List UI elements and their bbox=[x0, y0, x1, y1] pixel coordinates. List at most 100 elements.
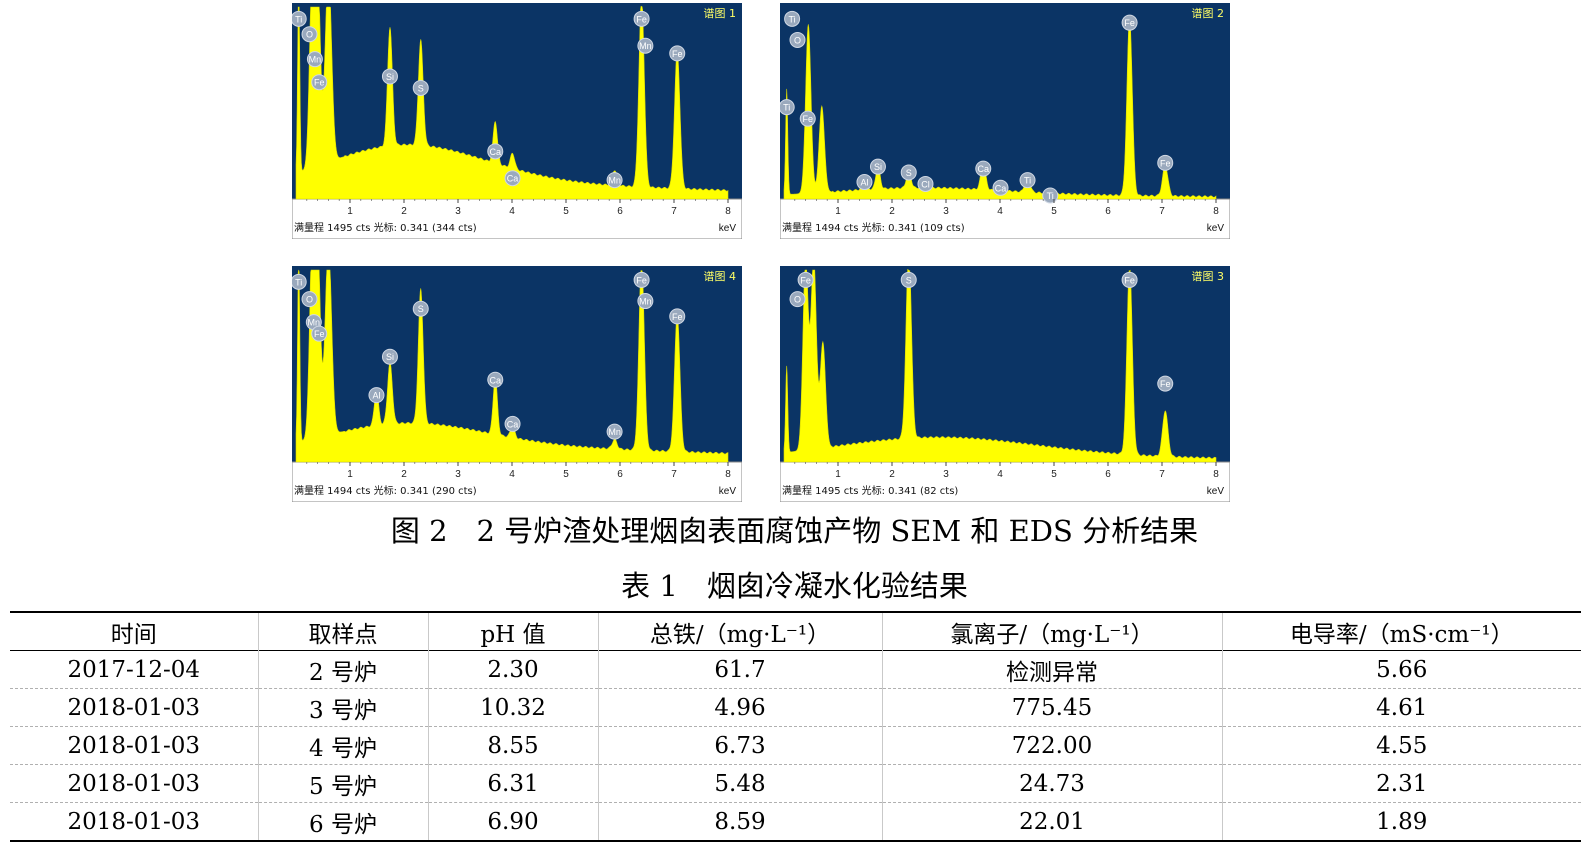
element-symbol: Fe bbox=[1160, 158, 1171, 168]
x-tick-label: 2 bbox=[401, 469, 407, 480]
element-marker bbox=[784, 10, 801, 27]
element-marker bbox=[633, 271, 650, 288]
element-marker bbox=[381, 68, 398, 85]
cell-total-iron: 8.59 bbox=[597, 802, 882, 841]
element-symbol: Ti bbox=[295, 277, 302, 287]
axis-area bbox=[292, 198, 742, 239]
element-label: Fe bbox=[1157, 154, 1174, 171]
element-label: Si bbox=[381, 348, 398, 365]
element-symbol: Mn bbox=[639, 297, 652, 307]
element-marker bbox=[900, 271, 917, 288]
cell-chloride: 775.45 bbox=[881, 688, 1222, 727]
element-label: Mn bbox=[637, 37, 654, 54]
element-label: S bbox=[900, 164, 917, 181]
element-marker bbox=[637, 37, 654, 54]
element-marker bbox=[992, 179, 1009, 196]
x-tick-label: 4 bbox=[997, 206, 1003, 217]
x-axis-label: keV bbox=[1207, 486, 1225, 497]
element-symbol: Fe bbox=[1124, 275, 1135, 285]
spectrum-title: 谱图 4 bbox=[704, 269, 737, 283]
element-label: Ti bbox=[292, 10, 307, 27]
element-marker bbox=[412, 300, 429, 317]
x-tick-label: 1 bbox=[835, 469, 841, 480]
element-marker bbox=[633, 10, 650, 27]
element-symbol: Ti bbox=[783, 103, 790, 113]
spectrum-title: 谱图 3 bbox=[1192, 269, 1225, 283]
x-tick-label: 8 bbox=[1213, 469, 1219, 480]
element-marker bbox=[412, 79, 429, 96]
element-label: Mn bbox=[637, 293, 654, 310]
x-tick-label: 7 bbox=[671, 469, 677, 480]
element-symbol: Ti bbox=[1047, 191, 1054, 201]
element-symbol: Si bbox=[386, 352, 394, 362]
element-label: O bbox=[789, 31, 806, 48]
table-header-row: 时间 取样点 pH 值 总铁/（mg·L⁻¹） 氯离子/（mg·L⁻¹） 电导率… bbox=[10, 612, 1581, 651]
plot-background bbox=[780, 266, 1230, 462]
element-label: Fe bbox=[633, 271, 650, 288]
plot-background bbox=[780, 3, 1230, 199]
x-tick-label: 7 bbox=[1159, 469, 1165, 480]
x-tick-label: 1 bbox=[835, 206, 841, 217]
element-label: O bbox=[301, 291, 318, 308]
cell-total-iron: 4.96 bbox=[597, 688, 882, 727]
element-symbol: Ti bbox=[789, 14, 796, 24]
spectrum-footer: 满量程 1494 cts 光标: 0.341 (109 cts) bbox=[782, 221, 965, 234]
element-symbol: Fe bbox=[1124, 18, 1135, 28]
element-marker bbox=[311, 325, 328, 342]
element-marker bbox=[487, 143, 504, 160]
x-tick-label: 2 bbox=[889, 206, 895, 217]
cell-total-iron: 6.73 bbox=[597, 726, 882, 765]
cell-ph: 2.30 bbox=[427, 650, 598, 689]
element-label: Fe bbox=[1121, 14, 1138, 31]
element-label: Ti bbox=[780, 99, 795, 116]
cell-ph: 10.32 bbox=[427, 688, 598, 727]
element-label: Ti bbox=[292, 273, 307, 290]
element-symbol: O bbox=[794, 35, 801, 45]
element-marker bbox=[1121, 271, 1138, 288]
element-symbol: Fe bbox=[672, 312, 683, 322]
cell-time: 2018-01-03 bbox=[67, 732, 201, 759]
results-table: 时间 取样点 pH 值 总铁/（mg·L⁻¹） 氯离子/（mg·L⁻¹） 电导率… bbox=[10, 611, 1581, 842]
spectrum-footer: 满量程 1495 cts 光标: 0.341 (344 cts) bbox=[294, 221, 477, 234]
cell-conductivity: 1.89 bbox=[1221, 802, 1581, 841]
table-row: 2018-01-03 4 号炉 8.55 6.73 722.00 4.55 bbox=[10, 726, 1581, 765]
element-symbol: Ti bbox=[295, 14, 302, 24]
element-symbol: Ca bbox=[507, 419, 519, 429]
element-symbol: Fe bbox=[314, 78, 325, 88]
element-symbol: O bbox=[794, 295, 801, 305]
element-symbol: Ca bbox=[490, 147, 502, 157]
element-marker bbox=[975, 160, 992, 177]
element-symbol: Mn bbox=[308, 318, 321, 328]
cell-sampling-point: 4 号炉 bbox=[257, 726, 428, 765]
element-marker bbox=[789, 31, 806, 48]
spectrum-title: 谱图 1 bbox=[704, 6, 737, 20]
element-marker bbox=[797, 271, 814, 288]
x-tick-label: 8 bbox=[725, 469, 731, 480]
x-tick-label: 3 bbox=[943, 206, 949, 217]
element-symbol: O bbox=[306, 295, 313, 305]
table-row: 2018-01-03 3 号炉 10.32 4.96 775.45 4.61 bbox=[10, 688, 1581, 727]
element-label: Ca bbox=[992, 179, 1009, 196]
x-axis-label: keV bbox=[719, 223, 737, 234]
element-label: Fe bbox=[799, 110, 816, 127]
eds-spectrum-2: Ti O Ti Fe Al Si S Cl Ca Ca Ti Ti Fe Fe 谱图 2 1 2 3 4 5 6 7 8 满量… bbox=[780, 3, 1230, 239]
element-label: Al bbox=[368, 387, 385, 404]
element-symbol: Fe bbox=[314, 329, 325, 339]
header-ph: pH 值 bbox=[427, 612, 598, 651]
spectrum-area bbox=[295, 5, 729, 200]
cell-time: 2018-01-03 bbox=[67, 770, 201, 797]
element-symbol: S bbox=[906, 275, 912, 285]
cell-chloride: 22.01 bbox=[881, 802, 1222, 841]
element-marker bbox=[669, 45, 686, 62]
element-marker bbox=[381, 348, 398, 365]
element-marker bbox=[637, 293, 654, 310]
element-marker bbox=[1157, 154, 1174, 171]
element-symbol: Fe bbox=[672, 49, 683, 59]
element-symbol: Fe bbox=[636, 275, 647, 285]
x-tick-label: 8 bbox=[725, 206, 731, 217]
element-symbol: Ca bbox=[995, 183, 1007, 193]
x-tick-label: 5 bbox=[563, 206, 569, 217]
element-label: Ca bbox=[504, 170, 521, 187]
element-label: S bbox=[412, 300, 429, 317]
x-tick-label: 6 bbox=[617, 469, 623, 480]
